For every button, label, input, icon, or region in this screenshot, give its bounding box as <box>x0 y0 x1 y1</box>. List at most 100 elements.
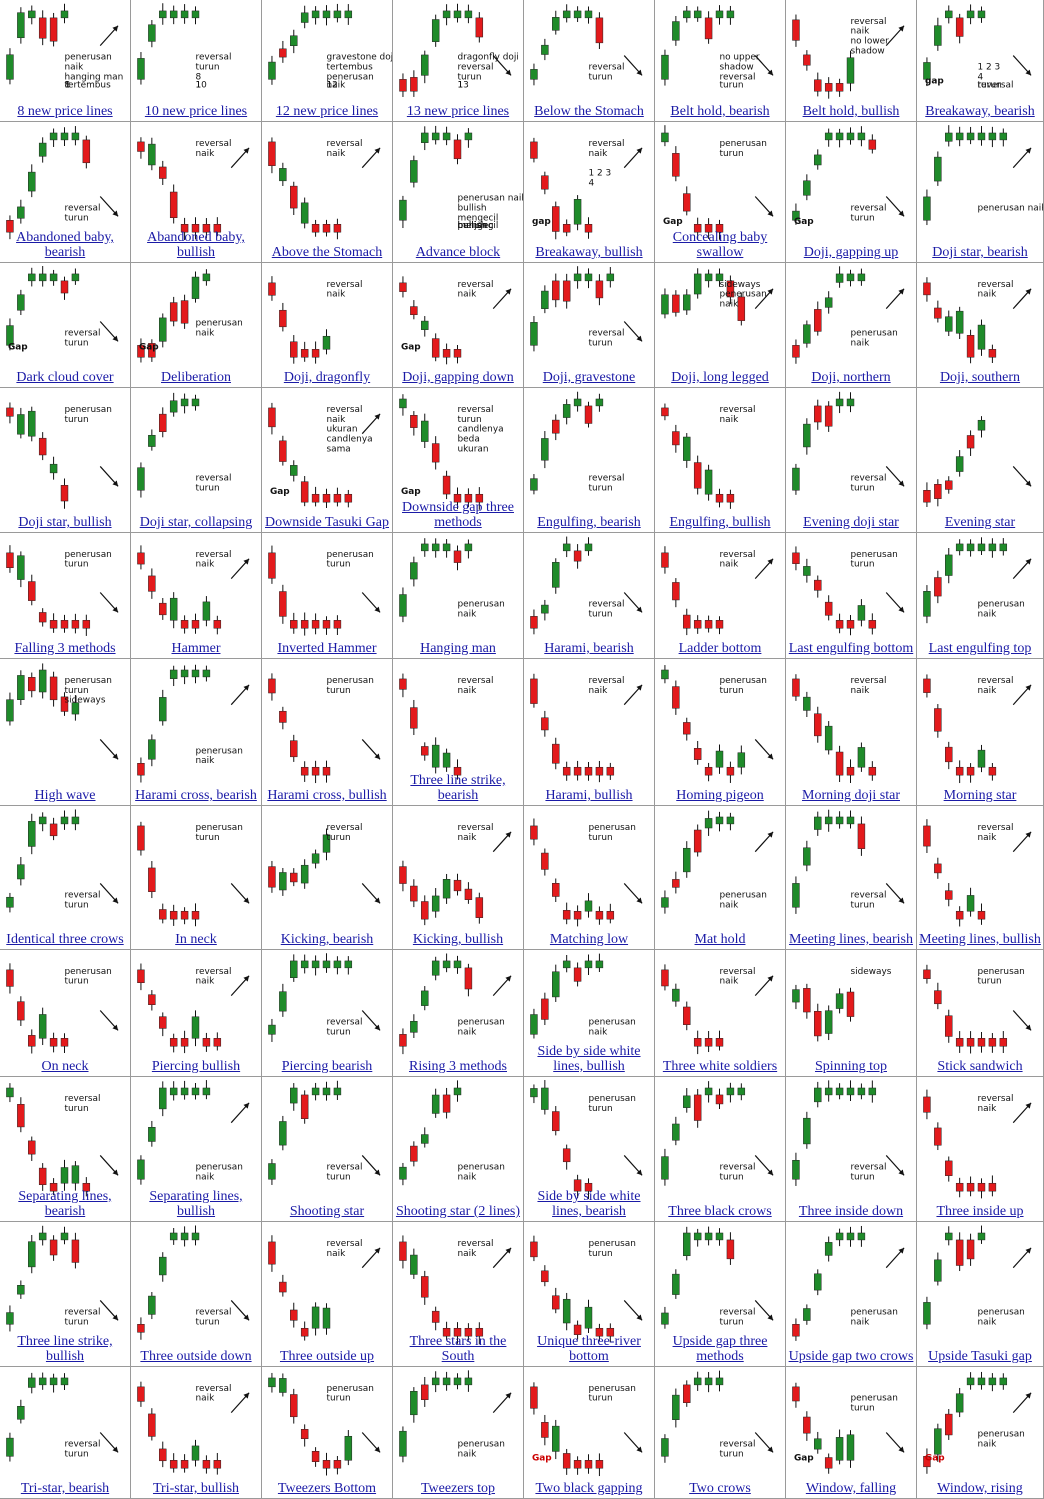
arrow-head-icon <box>767 831 774 838</box>
pattern-title-link[interactable]: Doji, northern <box>811 370 891 385</box>
pattern-title-link[interactable]: Harami cross, bullish <box>267 788 387 803</box>
pattern-title-link[interactable]: Deliberation <box>161 370 231 385</box>
pattern-cell: reversal naik Abandoned baby, bullish <box>131 122 262 263</box>
pattern-title-link[interactable]: Matching low <box>549 932 629 947</box>
pattern-title-link[interactable]: Window, rising <box>937 1481 1023 1496</box>
pattern-title-link[interactable]: Mat hold <box>694 932 746 947</box>
bull-candle <box>49 273 58 282</box>
pattern-title-link[interactable]: Separating lines, bullish <box>149 1189 243 1219</box>
pattern-title-link[interactable]: Ladder bottom <box>678 641 762 656</box>
pattern-title-link[interactable]: Belt hold, bearish <box>670 104 770 119</box>
pattern-note: reversal <box>458 1239 494 1249</box>
pattern-title-link[interactable]: Doji, gravestone <box>542 370 636 385</box>
pattern-title-link[interactable]: Hanging man <box>420 641 496 656</box>
pattern-title-link[interactable]: Side by side white lines, bearish <box>537 1189 641 1219</box>
pattern-title-link[interactable]: Harami, bullish <box>545 788 633 803</box>
pattern-title-link[interactable]: 8 new price lines <box>17 104 113 119</box>
pattern-title-link[interactable]: Three white soldiers <box>662 1059 778 1074</box>
pattern-title-link[interactable]: Morning star <box>943 788 1017 803</box>
pattern-title-link[interactable]: 13 new price lines <box>406 104 510 119</box>
pattern-title-link[interactable]: Upside gap three methods <box>672 1334 768 1364</box>
bull-candle <box>290 960 298 978</box>
pattern-title-link[interactable]: Abandoned baby, bearish <box>16 230 114 260</box>
pattern-title-link[interactable]: Shooting star (2 lines) <box>395 1204 521 1219</box>
pattern-title-link[interactable]: On neck <box>41 1059 89 1074</box>
pattern-title-link[interactable]: Above the Stomach <box>271 245 383 260</box>
pattern-title-link[interactable]: Inverted Hammer <box>277 641 377 656</box>
pattern-title-link[interactable]: High wave <box>34 788 96 803</box>
pattern-title-link[interactable]: Two black gapping <box>535 1481 643 1496</box>
bear-candle <box>541 1422 549 1438</box>
pattern-title-link[interactable]: Abandoned baby, bullish <box>147 230 245 260</box>
pattern-title-link[interactable]: Kicking, bullish <box>412 932 504 947</box>
pattern-title-link[interactable]: Tri-star, bearish <box>20 1481 110 1496</box>
pattern-title-link[interactable]: Doji, gapping down <box>402 370 514 385</box>
pattern-title-link[interactable]: Separating lines, bearish <box>18 1189 112 1219</box>
pattern-title-link[interactable]: Three black crows <box>668 1204 772 1219</box>
pattern-title-link[interactable]: Dark cloud cover <box>16 370 114 385</box>
pattern-note: no upper <box>720 53 760 63</box>
pattern-title-link[interactable]: Upside Tasuki gap <box>928 1349 1032 1364</box>
pattern-title-link[interactable]: Meeting lines, bearish <box>788 932 914 947</box>
pattern-title-link[interactable]: Tweezers Bottom <box>277 1481 377 1496</box>
pattern-title-link[interactable]: Three line strike, bearish <box>410 773 506 803</box>
pattern-title-link[interactable]: Below the Stomach <box>534 104 644 119</box>
bull-candle <box>541 604 549 614</box>
pattern-title-link[interactable]: Kicking, bearish <box>280 932 374 947</box>
pattern-title-link[interactable]: Hammer <box>171 641 221 656</box>
pattern-title-link[interactable]: Three stars in the South <box>409 1334 507 1364</box>
pattern-title-link[interactable]: Breakaway, bearish <box>925 104 1035 119</box>
pattern-title-link[interactable]: Shooting star <box>289 1204 365 1219</box>
pattern-title-link[interactable]: Last engulfing bottom <box>788 641 914 656</box>
pattern-title-link[interactable]: Three inside up <box>936 1204 1024 1219</box>
pattern-title-link[interactable]: Breakaway, bullish <box>535 245 643 260</box>
pattern-title-link[interactable]: Engulfing, bullish <box>669 515 771 530</box>
pattern-title-link[interactable]: Evening doji star <box>803 515 899 530</box>
bear-candle <box>541 998 549 1020</box>
pattern-title-link[interactable]: Upside gap two crows <box>788 1349 914 1364</box>
pattern-title-link[interactable]: Advance block <box>415 245 501 260</box>
pattern-title-link[interactable]: Last engulfing top <box>928 641 1032 656</box>
pattern-title-link[interactable]: Downside gap three methods <box>402 500 514 530</box>
pattern-title-link[interactable]: Homing pigeon <box>676 788 764 803</box>
pattern-title-link[interactable]: Rising 3 methods <box>408 1059 507 1074</box>
pattern-title-link[interactable]: Tweezers top <box>420 1481 496 1496</box>
pattern-title-link[interactable]: Doji star, bullish <box>18 515 112 530</box>
pattern-title-link[interactable]: Harami, bearish <box>544 641 634 656</box>
pattern-title-link[interactable]: Three line strike, bullish <box>17 1334 113 1364</box>
pattern-title-link[interactable]: Doji, dragonfly <box>283 370 371 385</box>
pattern-title-link[interactable]: Tri-star, bullish <box>152 1481 240 1496</box>
pattern-title-link[interactable]: Stick sandwich <box>937 1059 1023 1074</box>
pattern-title-link[interactable]: Window, falling <box>805 1481 897 1496</box>
pattern-title-link[interactable]: Unique three-river bottom <box>537 1334 641 1364</box>
pattern-title-link[interactable]: Doji star, bearish <box>932 245 1028 260</box>
pattern-title-link[interactable]: Identical three crows <box>6 932 124 947</box>
pattern-title-link[interactable]: Three outside up <box>279 1349 375 1364</box>
pattern-title-link[interactable]: 10 new price lines <box>144 104 248 119</box>
pattern-title-link[interactable]: Concealing baby swallow <box>672 230 768 260</box>
pattern-title-link[interactable]: Three outside down <box>140 1349 252 1364</box>
pattern-title-link[interactable]: Doji, southern <box>939 370 1021 385</box>
bear-candle <box>169 302 178 322</box>
pattern-title-link[interactable]: Engulfing, bearish <box>537 515 641 530</box>
pattern-title-link[interactable]: Doji, long legged <box>671 370 769 385</box>
pattern-title-link[interactable]: Two crows <box>689 1481 751 1496</box>
pattern-title-link[interactable]: Meeting lines, bullish <box>919 932 1041 947</box>
pattern-title-link[interactable]: Morning doji star <box>802 788 900 803</box>
pattern-title-link[interactable]: Side by side white lines, bullish <box>537 1044 641 1074</box>
pattern-title-link[interactable]: Falling 3 methods <box>14 641 116 656</box>
pattern-cell: penerusan naik Separating lines, bullish <box>131 1077 262 1222</box>
pattern-title-link[interactable]: Piercing bearish <box>281 1059 373 1074</box>
pattern-title-link[interactable]: Doji, gapping up <box>803 245 899 260</box>
pattern-title-link[interactable]: Harami cross, bearish <box>135 788 257 803</box>
pattern-title-link[interactable]: Spinning top <box>815 1059 887 1074</box>
pattern-title-link[interactable]: 12 new price lines <box>275 104 379 119</box>
pattern-title-link[interactable]: Evening star <box>944 515 1016 530</box>
pattern-title-link[interactable]: Belt hold, bullish <box>802 104 900 119</box>
pattern-title-link[interactable]: Piercing bullish <box>151 1059 241 1074</box>
pattern-title-link[interactable]: Doji star, collapsing <box>139 515 253 530</box>
pattern-title-link[interactable]: Three inside down <box>798 1204 904 1219</box>
pattern-title-link[interactable]: In neck <box>175 932 217 947</box>
pattern-title-link[interactable]: Downside Tasuki Gap <box>265 515 389 530</box>
